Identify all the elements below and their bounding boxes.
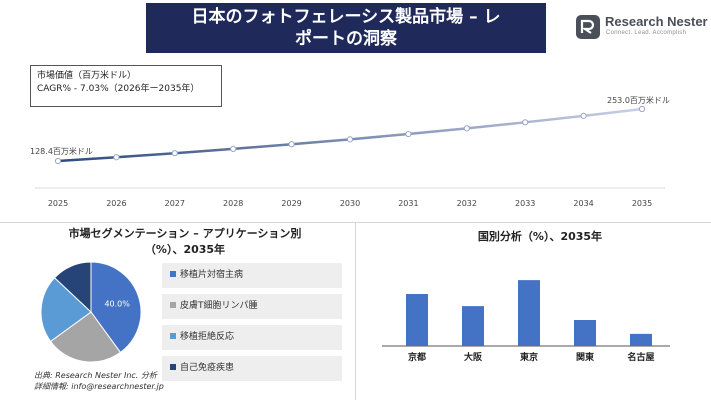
x-tick-label: 2026 — [106, 199, 126, 208]
end-value-label: 253.0百万米ドル — [607, 95, 670, 105]
market-value-line-chart: 2025 2026 2027 2028 2029 2030 2031 2032 2033 2034… — [30, 95, 670, 208]
series-line — [57, 107, 643, 163]
market-value-label: 市場価値（百万米ドル） — [37, 71, 137, 81]
bar-category-label: 東京 — [520, 351, 538, 363]
legend-item: 移植片対宿主病 — [162, 263, 342, 288]
bar-関東 — [574, 320, 596, 346]
x-tick-label: 2028 — [223, 199, 243, 208]
page-title: 日本のフォトフェレーシス製品市場 – レ ポートの洞察 — [146, 3, 546, 53]
segmentation-title-line1: 市場セグメンテーション – アプリケーション別 — [68, 227, 302, 240]
data-point-2032 — [463, 125, 470, 132]
legend-label: 移植拒絶反応 — [180, 332, 235, 342]
page-title-line2: ポートの洞察 — [295, 29, 397, 49]
data-point-2033 — [522, 119, 529, 126]
legend-label: 移植片対宿主病 — [180, 270, 244, 280]
x-tick-label: 2030 — [340, 199, 360, 208]
country-analysis-title: 国別分析（%）、2035年 — [477, 230, 603, 243]
pie-slice-4 — [53, 262, 92, 314]
source-note: 出典: Research Nester Inc. 分析 詳細情報: info@r… — [34, 370, 164, 392]
segmentation-title-line2: （%）、2035年 — [144, 243, 226, 256]
x-tick-label: 2027 — [165, 199, 185, 208]
pie-slice-3 — [40, 277, 92, 343]
x-tick-label: 2029 — [281, 199, 301, 208]
legend-swatch — [170, 301, 176, 308]
pie-slice-1 — [90, 262, 142, 354]
pie-slice-label: 40.0% — [104, 300, 130, 309]
x-tick-label: 2034 — [573, 199, 593, 208]
page-title-line1: 日本のフォトフェレーシス製品市場 – レ — [191, 7, 501, 27]
section-divider-horizontal — [0, 222, 711, 223]
pie-slice-2 — [49, 311, 122, 363]
bar-category-label: 名古屋 — [627, 351, 654, 363]
data-point-2035 — [638, 105, 646, 113]
bar-東京 — [518, 280, 540, 346]
data-point-2029 — [288, 141, 295, 148]
x-tick-label: 2031 — [398, 199, 418, 208]
pie-legend: 移植片対宿主病皮膚T細胞リンパ腫 移植拒絶反応 自己免疫疾患 — [162, 263, 342, 387]
bar-category-label: 関東 — [576, 351, 594, 363]
bar-category-label: 京都 — [408, 351, 426, 363]
legend-swatch — [170, 332, 176, 339]
data-point-2030 — [346, 136, 354, 143]
cagr-label: CAGR% - 7.03%（2026年ー2035年） — [37, 84, 200, 94]
legend-item: 移植拒絶反応 — [162, 325, 342, 350]
bar-category-label: 大阪 — [464, 351, 483, 363]
logo-tagline: Connect. Lead. Accomplish — [606, 30, 687, 36]
bar-名古屋 — [630, 333, 652, 346]
x-tick-label: 2032 — [457, 199, 477, 208]
section-divider-vertical — [355, 223, 356, 400]
legend-label: 皮膚T細胞リンパ腫 — [180, 301, 258, 311]
data-point-2031 — [405, 130, 412, 138]
bar-京都 — [406, 294, 428, 346]
logo-name: Research Nester — [605, 14, 708, 29]
legend-item: 皮膚T細胞リンパ腫 — [162, 294, 342, 319]
data-point-2028 — [230, 145, 237, 152]
x-tick-label: 2033 — [515, 199, 535, 208]
application-pie-chart: 40.0% — [40, 262, 142, 363]
data-point-2027 — [171, 150, 178, 157]
data-point-2034 — [580, 112, 587, 119]
logo: Research Nester Connect. Lead. Accomplis… — [575, 12, 708, 42]
source-line: 出典: Research Nester Inc. 分析 — [34, 371, 157, 380]
legend-item: 自己免疫疾患 — [162, 356, 342, 381]
contact-line: 詳細情報: info@researchnester.jp — [34, 382, 164, 391]
legend-swatch — [170, 363, 176, 370]
legend-swatch — [170, 270, 176, 277]
x-tick-label: 2035 — [632, 199, 652, 208]
x-tick-label: 2025 — [48, 199, 68, 208]
market-value-box: 市場価値（百万米ドル） CAGR% - 7.03%（2026年ー2035年） — [30, 65, 222, 107]
research-nester-logo-icon — [576, 15, 600, 39]
data-point-2026 — [113, 154, 120, 161]
data-point-2025 — [54, 157, 62, 165]
start-value-label: 128.4百万米ドル — [30, 146, 93, 156]
country-bar-chart: 京都 大阪 東京 関東 名古屋 — [382, 280, 670, 363]
bar-大阪 — [462, 306, 484, 346]
segmentation-title: 市場セグメンテーション – アプリケーション別 （%）、2035年 — [40, 226, 330, 258]
legend-label: 自己免疫疾患 — [180, 363, 235, 373]
